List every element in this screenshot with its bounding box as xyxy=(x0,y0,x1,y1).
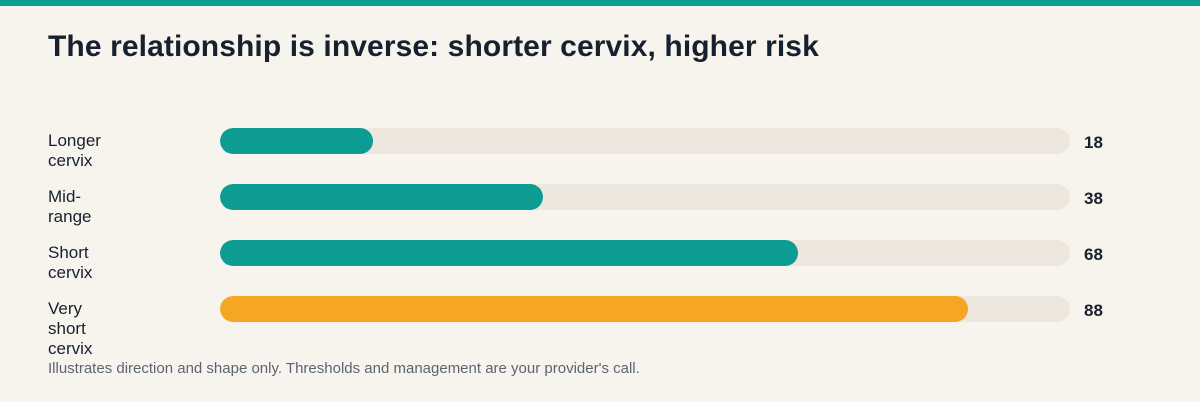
bar xyxy=(220,240,798,266)
bar-label: Very short cervix xyxy=(48,299,93,358)
bar-track xyxy=(220,240,1070,266)
bar-value-label: 18 xyxy=(1084,133,1103,152)
bar-label: Mid-range xyxy=(48,187,92,226)
footnote: Illustrates direction and shape only. Th… xyxy=(48,360,640,377)
bar xyxy=(220,128,373,154)
bar-value-label: 88 xyxy=(1084,301,1103,320)
bar-track xyxy=(220,184,1070,210)
bar xyxy=(220,184,543,210)
bar-label: Longer cervix xyxy=(48,131,101,170)
bar-label: Short cervix xyxy=(48,243,93,282)
bar-track xyxy=(220,296,1070,322)
bar-value-label: 68 xyxy=(1084,245,1103,264)
top-accent-stripe xyxy=(0,0,1200,6)
chart-title: The relationship is inverse: shorter cer… xyxy=(48,30,819,63)
bar-track xyxy=(220,128,1070,154)
bar xyxy=(220,296,968,322)
bar-value-label: 38 xyxy=(1084,189,1103,208)
